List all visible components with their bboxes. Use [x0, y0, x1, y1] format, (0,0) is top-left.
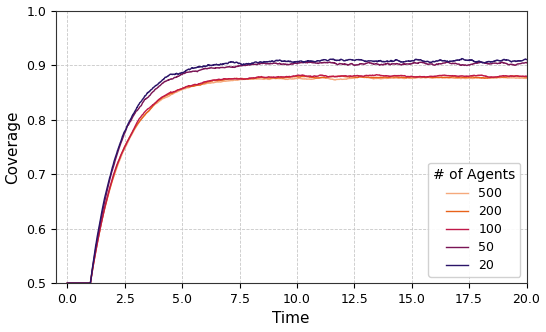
500: [287, 77, 294, 81]
Line: 100: 100: [67, 75, 526, 284]
Y-axis label: Coverage: Coverage: [5, 110, 21, 184]
20: [288, 59, 294, 63]
20: [510, 59, 517, 63]
50: [511, 63, 517, 67]
20: [87, 282, 93, 286]
50: [426, 62, 432, 66]
50: [88, 278, 94, 282]
200: [87, 282, 93, 286]
500: [523, 76, 530, 80]
20: [275, 58, 282, 62]
200: [426, 75, 432, 79]
200: [523, 75, 530, 79]
100: [511, 74, 517, 78]
100: [523, 74, 530, 78]
Line: 20: 20: [67, 59, 526, 284]
500: [275, 77, 282, 81]
500: [426, 76, 432, 80]
100: [288, 75, 294, 79]
200: [275, 76, 282, 80]
100: [87, 282, 93, 286]
20: [88, 277, 94, 281]
Line: 500: 500: [67, 76, 526, 283]
50: [307, 60, 313, 64]
500: [87, 278, 94, 282]
200: [288, 75, 294, 79]
50: [64, 281, 70, 285]
100: [275, 75, 282, 79]
500: [510, 76, 517, 80]
50: [288, 62, 294, 66]
Legend: 500, 200, 100, 50, 20: 500, 200, 100, 50, 20: [428, 163, 520, 277]
20: [426, 60, 432, 64]
100: [510, 74, 517, 78]
20: [511, 59, 517, 63]
X-axis label: Time: Time: [272, 311, 310, 326]
500: [64, 281, 70, 285]
200: [88, 278, 94, 282]
500: [510, 76, 517, 80]
Line: 200: 200: [67, 76, 526, 284]
200: [510, 74, 517, 78]
200: [510, 74, 517, 78]
100: [88, 278, 94, 282]
200: [513, 74, 519, 78]
100: [373, 73, 380, 77]
200: [64, 281, 70, 285]
20: [523, 57, 530, 61]
Line: 50: 50: [67, 62, 526, 284]
100: [426, 74, 432, 78]
50: [523, 61, 530, 65]
100: [64, 281, 70, 285]
20: [64, 281, 70, 285]
20: [459, 57, 465, 61]
500: [357, 74, 363, 78]
50: [87, 282, 93, 286]
50: [510, 63, 517, 67]
50: [275, 62, 282, 66]
